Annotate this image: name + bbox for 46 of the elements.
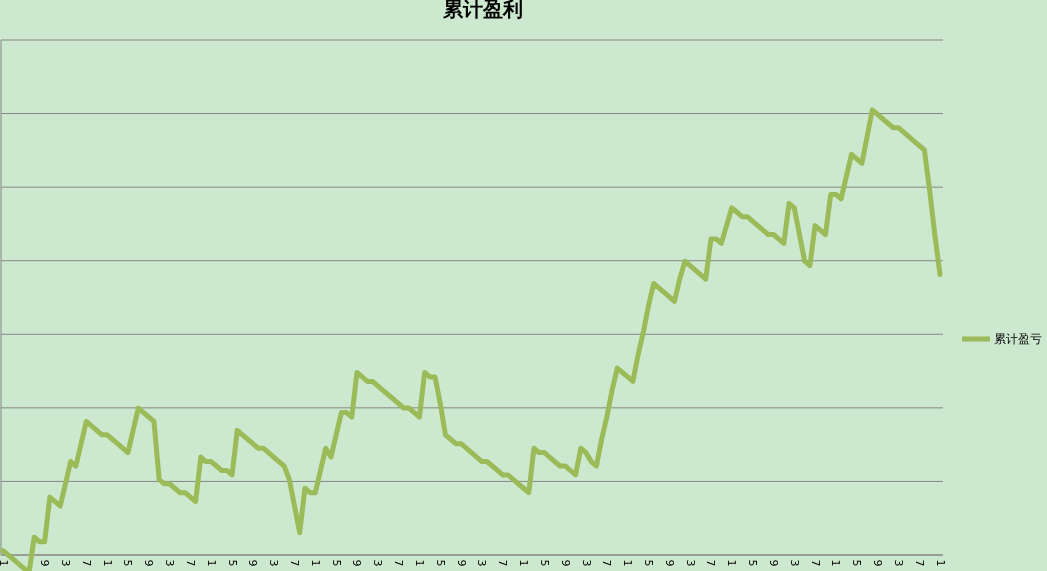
x-tick-label: 7 <box>496 559 510 567</box>
x-tick-label: 7 <box>183 559 197 567</box>
x-tick-label: 1 <box>933 559 947 567</box>
x-tick-label: 9 <box>766 559 780 567</box>
x-tick-label: 7 <box>392 559 406 567</box>
x-tick-label: 1 <box>725 559 739 567</box>
x-tick-label: 3 <box>787 559 801 567</box>
x-tick-label: 3 <box>891 559 905 567</box>
x-tick-label: 9 <box>558 559 572 567</box>
x-tick-label: 7 <box>704 559 718 567</box>
x-tick-label: 7 <box>288 559 302 567</box>
x-tick-label: 1 <box>517 559 531 567</box>
x-tick-label: 5 <box>329 559 343 567</box>
x-tick-label: 3 <box>683 559 697 567</box>
x-tick-label: 5 <box>433 559 447 567</box>
x-tick-label: 3 <box>371 559 385 567</box>
x-tick-label: 3 <box>475 559 489 567</box>
x-tick-label: 1 <box>0 559 10 567</box>
legend-label: 累计盈亏 <box>994 332 1042 346</box>
x-tick-label: 1 <box>308 559 322 567</box>
x-tick-label: 9 <box>142 559 156 567</box>
x-tick-label: 7 <box>808 559 822 567</box>
x-tick-label: 5 <box>641 559 655 567</box>
x-tick-label: 1 <box>829 559 843 567</box>
x-tick-label: 3 <box>579 559 593 567</box>
x-tick-label: 1 <box>100 559 114 567</box>
x-tick-label: 5 <box>537 559 551 567</box>
x-tick-label: 5 <box>121 559 135 567</box>
x-tick-label: 1 <box>621 559 635 567</box>
x-tick-label: 9 <box>246 559 260 567</box>
x-tick-label: 9 <box>38 559 52 567</box>
x-tick-label: 5 <box>850 559 864 567</box>
x-tick-label: 7 <box>912 559 926 567</box>
x-tick-label: 5 <box>746 559 760 567</box>
x-tick-label: 9 <box>350 559 364 567</box>
x-tick-label: 3 <box>267 559 281 567</box>
x-tick-label: 1 <box>412 559 426 567</box>
x-tick-label: 3 <box>58 559 72 567</box>
x-tick-label: 7 <box>600 559 614 567</box>
x-tick-label: 9 <box>454 559 468 567</box>
x-tick-label: 3 <box>163 559 177 567</box>
x-tick-label: 9 <box>871 559 885 567</box>
x-tick-label: 1 <box>204 559 218 567</box>
x-tick-label: 5 <box>225 559 239 567</box>
x-tick-label: 9 <box>662 559 676 567</box>
x-tick-label: 7 <box>79 559 93 567</box>
